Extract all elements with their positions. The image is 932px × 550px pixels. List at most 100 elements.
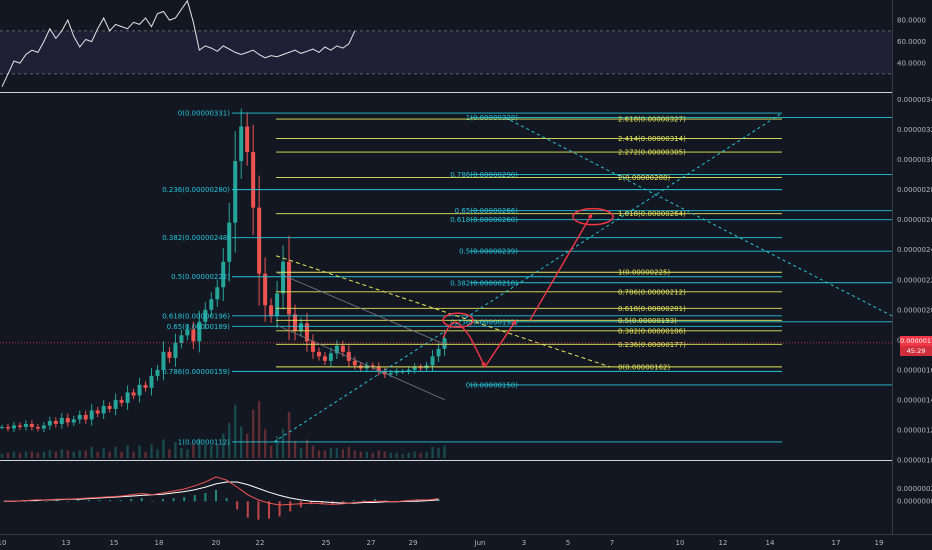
fib-level-label: 0.618(0.00000260) <box>450 216 518 224</box>
oscillator-tick-label: 40.0000 <box>897 60 926 68</box>
candle-body <box>340 345 345 352</box>
candle-body <box>406 369 411 372</box>
fib-level-label: 0.236(0.00000177) <box>618 341 686 349</box>
time-tick-label: 20 <box>212 539 221 547</box>
macd-histogram-bar <box>225 498 228 502</box>
candle <box>257 175 262 306</box>
volume-bar <box>78 450 81 458</box>
price-tick-label: 0.00000340 <box>897 96 932 104</box>
candle-body <box>299 323 303 331</box>
volume-bar <box>210 445 213 458</box>
volume-bar <box>6 452 10 458</box>
candle-body <box>101 405 106 414</box>
volume-bar <box>120 451 123 458</box>
price-tick-label: 0.00000160 <box>897 366 932 374</box>
volume-bar <box>60 449 63 458</box>
candle <box>334 340 339 359</box>
macd-histogram-bar <box>77 500 80 502</box>
candle <box>299 317 303 337</box>
candle <box>394 368 399 376</box>
candle-body <box>41 425 46 429</box>
candle-body <box>131 392 136 396</box>
time-tick-label: 19 <box>875 539 884 547</box>
volume-bar <box>329 448 333 458</box>
candle-body <box>95 410 100 414</box>
fib-level-label: 2.414(0.00000314) <box>618 135 686 143</box>
volume-bar <box>150 444 153 458</box>
macd-histogram-bar <box>352 500 355 502</box>
volume-bar <box>335 448 339 458</box>
candle-body <box>77 414 82 420</box>
fib-level-label: 0.5(0.00000193) <box>618 317 677 325</box>
candle <box>11 421 16 433</box>
candle <box>41 421 46 433</box>
candle <box>239 108 244 179</box>
volume-bar <box>293 440 297 458</box>
macd-histogram-bar <box>257 501 260 520</box>
candle <box>346 345 351 368</box>
candle <box>316 347 321 361</box>
time-tick-label: 17 <box>832 539 841 547</box>
volume-bar <box>365 451 368 458</box>
oscillator-panel <box>0 0 892 88</box>
macd-histogram-bar <box>246 501 249 518</box>
candle-body <box>197 321 202 342</box>
macd-histogram-bar <box>342 501 345 503</box>
volume-bar <box>347 446 351 458</box>
candle-body <box>179 335 184 343</box>
candle-body <box>203 309 208 322</box>
candle-body <box>89 410 94 420</box>
dashed-trendline-up <box>273 112 783 443</box>
volume-bar <box>437 448 440 458</box>
fib-level-label: 0.236(0.00000192) <box>450 318 518 326</box>
candle <box>143 381 148 392</box>
price-axis[interactable]: 80.0000 60.0000 40.0000 0.00000340 0.0000032… <box>897 17 932 506</box>
fib-level-label: 0.65(0.00000266) <box>455 207 519 215</box>
candle <box>227 202 232 282</box>
oscillator-tick-label: 60.0000 <box>897 38 926 46</box>
candle-body <box>328 353 333 361</box>
candle-body <box>215 287 220 300</box>
volume-bar <box>84 450 87 458</box>
macd-panel <box>3 476 440 520</box>
volume-bar <box>48 450 52 458</box>
macd-histogram-bar <box>278 501 281 517</box>
volume-bar <box>198 438 201 458</box>
fib-level-label: 0(0.00000162) <box>618 363 670 371</box>
candle <box>101 400 106 420</box>
macd-histogram-bar <box>193 495 196 502</box>
macd-histogram-bar <box>98 500 101 502</box>
candle-body <box>430 356 435 366</box>
oscillator-tick-label: 80.0000 <box>897 17 926 25</box>
volume-bar <box>96 451 99 458</box>
volume-bar <box>216 444 219 458</box>
volume-bar <box>186 449 189 458</box>
candle <box>328 347 333 367</box>
candle <box>293 304 298 341</box>
price-tick-label: 0.00000120 <box>897 426 932 434</box>
macd-tick-label: 0.00000020 <box>897 485 932 493</box>
macd-histogram-bar <box>172 498 175 502</box>
volume-bar <box>126 445 129 458</box>
volume-bar <box>192 444 195 458</box>
time-tick-label: 18 <box>155 539 164 547</box>
volume-bar <box>275 436 279 458</box>
time-axis[interactable]: 10 13 15 18 20 22 25 27 29 Jun 3 5 7 10 12 14 17 19 <box>0 539 883 547</box>
candle <box>179 329 184 349</box>
candle <box>370 362 375 370</box>
volume-bar <box>132 451 135 458</box>
fib-level-label: 2(0.00000288) <box>618 174 670 182</box>
candle <box>29 420 34 431</box>
volume-bar <box>144 451 147 458</box>
volume-bar <box>305 439 309 458</box>
oscillator-band <box>0 30 892 74</box>
volume-bar <box>395 452 398 458</box>
volume-bar <box>269 445 273 458</box>
time-tick-label: 10 <box>0 539 6 547</box>
countdown-label: 45:29 <box>900 346 932 356</box>
candle <box>107 402 112 413</box>
fib-level-label: 0.382(0.00000218) <box>450 279 518 287</box>
volume-bar <box>18 452 22 458</box>
candle-body <box>107 405 112 409</box>
